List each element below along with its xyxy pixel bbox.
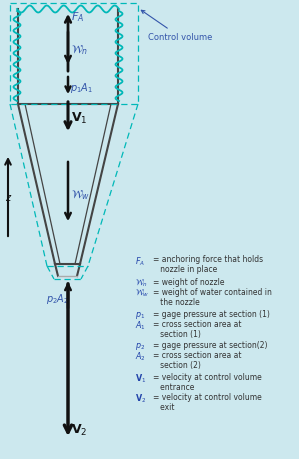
Text: section (1): section (1)	[153, 329, 201, 338]
Text: $A_1$: $A_1$	[135, 319, 146, 332]
Text: = gage pressure at section (1): = gage pressure at section (1)	[153, 309, 270, 318]
Text: = weight of water contained in: = weight of water contained in	[153, 287, 272, 297]
Text: = velocity at control volume: = velocity at control volume	[153, 372, 262, 381]
Text: $\mathbf{V}_2$: $\mathbf{V}_2$	[135, 392, 146, 405]
Text: $p_2$: $p_2$	[135, 340, 145, 351]
Text: = velocity at control volume: = velocity at control volume	[153, 392, 262, 401]
Text: $p_1$: $p_1$	[135, 309, 145, 320]
Text: z: z	[5, 193, 10, 202]
Text: $\mathcal{W}_w$: $\mathcal{W}_w$	[135, 287, 149, 299]
Text: $p_2A_2$: $p_2A_2$	[46, 291, 69, 305]
Text: entrance: entrance	[153, 382, 194, 391]
Text: exit: exit	[153, 402, 175, 411]
Text: $p_1A_1$: $p_1A_1$	[70, 81, 93, 95]
Text: Control volume: Control volume	[141, 11, 212, 42]
Text: = weight of nozzle: = weight of nozzle	[153, 277, 225, 286]
Text: $\mathcal{W}_n$: $\mathcal{W}_n$	[135, 277, 148, 289]
Text: $\mathbf{V}_2$: $\mathbf{V}_2$	[71, 421, 87, 437]
Text: $A_2$: $A_2$	[135, 350, 146, 363]
Text: = cross section area at: = cross section area at	[153, 350, 242, 359]
Text: $\mathbf{V}_1$: $\mathbf{V}_1$	[71, 110, 88, 125]
Text: $\mathcal{W}_w$: $\mathcal{W}_w$	[71, 188, 90, 202]
Text: $\mathbf{V}_1$: $\mathbf{V}_1$	[135, 372, 146, 385]
Text: $F_A$: $F_A$	[71, 10, 84, 24]
Text: nozzle in place: nozzle in place	[153, 264, 217, 274]
Text: the nozzle: the nozzle	[153, 297, 200, 306]
Text: $\mathcal{W}_n$: $\mathcal{W}_n$	[71, 43, 88, 57]
Text: = gage pressure at section(2): = gage pressure at section(2)	[153, 340, 268, 349]
Text: section (2): section (2)	[153, 360, 201, 369]
Text: $F_A$: $F_A$	[135, 254, 145, 267]
Text: = anchoring force that holds: = anchoring force that holds	[153, 254, 263, 263]
Text: = cross section area at: = cross section area at	[153, 319, 242, 328]
